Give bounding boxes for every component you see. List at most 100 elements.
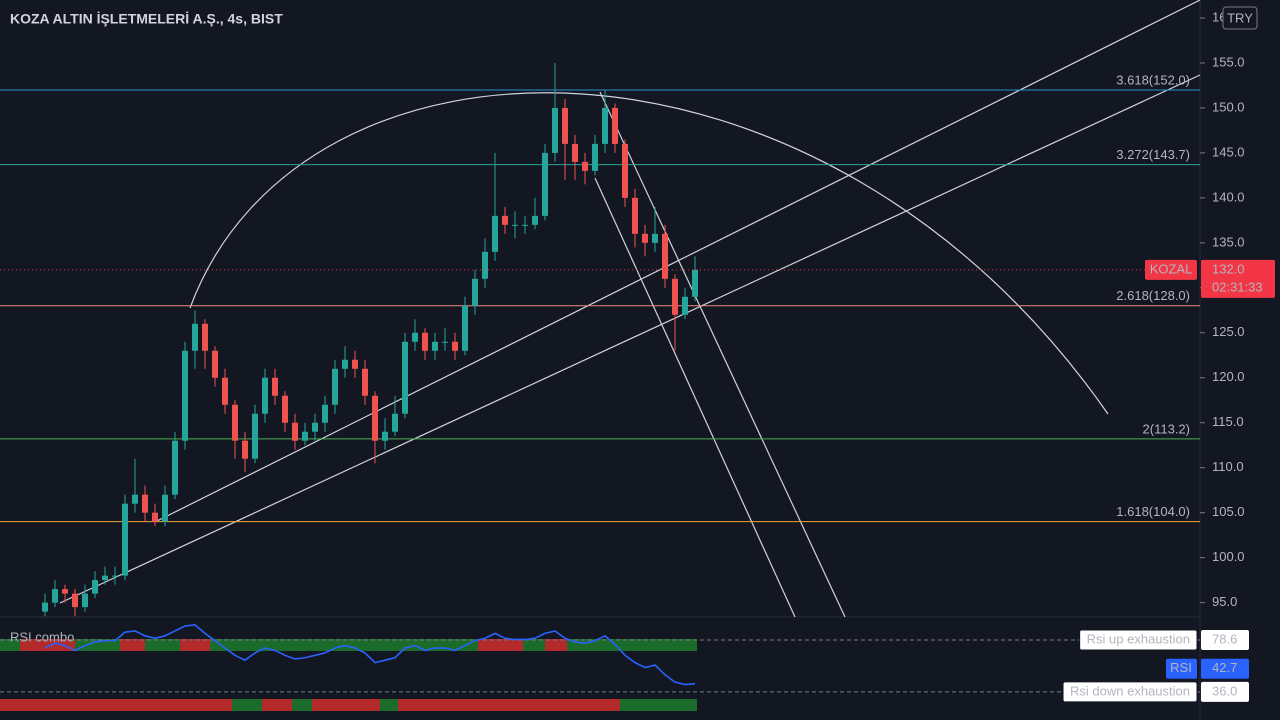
candle-body bbox=[632, 197, 638, 234]
candle-body bbox=[432, 341, 438, 351]
strip bbox=[545, 639, 567, 651]
candle-body bbox=[312, 422, 318, 432]
candle-body bbox=[282, 395, 288, 423]
series-value-badge bbox=[1201, 658, 1249, 679]
candle-body bbox=[512, 224, 518, 226]
fib-label: 1.618(104.0) bbox=[1116, 504, 1190, 519]
strip bbox=[0, 699, 697, 711]
candle-body bbox=[212, 350, 218, 378]
candle-body bbox=[62, 589, 68, 594]
countdown-label: 02:31:33 bbox=[1212, 279, 1263, 294]
candle-body bbox=[322, 404, 328, 423]
threshold-name: Rsi up exhaustion bbox=[1087, 631, 1190, 646]
indicator-title: RSI combo bbox=[10, 629, 74, 644]
strip bbox=[180, 639, 210, 651]
threshold-name-badge bbox=[1079, 629, 1198, 651]
y-tick-label: 110.0 bbox=[1212, 459, 1244, 474]
candle-body bbox=[412, 332, 418, 342]
candle-body bbox=[362, 368, 368, 396]
candle-body bbox=[592, 143, 598, 171]
candle-body bbox=[102, 575, 108, 581]
y-tick-label: 105.0 bbox=[1212, 504, 1245, 519]
strip bbox=[478, 639, 523, 651]
candle-body bbox=[42, 602, 48, 612]
candle-body bbox=[522, 224, 528, 226]
currency-label: TRY bbox=[1227, 10, 1253, 25]
candle-body bbox=[112, 575, 118, 577]
fib-label: 3.272(143.7) bbox=[1116, 147, 1190, 162]
candle-body bbox=[232, 404, 238, 441]
candle-body bbox=[222, 377, 228, 405]
candle-body bbox=[262, 377, 268, 414]
y-tick-label: 120.0 bbox=[1212, 369, 1245, 384]
candle-body bbox=[662, 233, 668, 279]
series-name-badge bbox=[1166, 658, 1197, 679]
threshold-name: Rsi down exhaustion bbox=[1070, 683, 1190, 698]
candle-body bbox=[72, 593, 78, 608]
symbol-badge bbox=[1145, 259, 1197, 280]
candle-body bbox=[502, 215, 508, 225]
strip bbox=[292, 699, 312, 711]
series-value: 42.7 bbox=[1212, 660, 1237, 675]
candle-body bbox=[182, 350, 188, 441]
fib-label: 2(113.2) bbox=[1143, 421, 1190, 436]
y-tick-label: 125.0 bbox=[1212, 324, 1245, 339]
candle-body bbox=[252, 413, 258, 459]
candle-body bbox=[572, 143, 578, 162]
candle-body bbox=[132, 494, 138, 504]
threshold-value-badge bbox=[1201, 629, 1249, 650]
trend-line bbox=[154, 0, 1201, 523]
y-tick-label: 140.0 bbox=[1212, 189, 1245, 204]
candle-body bbox=[562, 107, 568, 144]
trend-line bbox=[59, 74, 1201, 604]
candle-body bbox=[372, 395, 378, 441]
y-tick-label: 135.0 bbox=[1212, 234, 1245, 249]
candle-body bbox=[302, 431, 308, 441]
candle-body bbox=[122, 503, 128, 576]
strip bbox=[232, 699, 262, 711]
candle-body bbox=[202, 323, 208, 351]
threshold-value-badge bbox=[1201, 681, 1249, 702]
threshold-name-badge bbox=[1062, 681, 1198, 703]
y-tick-label: 150.0 bbox=[1212, 99, 1245, 114]
candle-body bbox=[622, 143, 628, 198]
symbol-label: KOZAL bbox=[1150, 261, 1193, 276]
fib-label: 2.618(128.0) bbox=[1116, 288, 1190, 303]
candle-body bbox=[332, 368, 338, 405]
rsi-state-strips bbox=[0, 639, 697, 711]
candle-body bbox=[532, 215, 538, 225]
candle-body bbox=[682, 296, 688, 315]
strip bbox=[380, 699, 398, 711]
candle-body bbox=[652, 233, 658, 243]
candle-body bbox=[422, 332, 428, 351]
candle-body bbox=[402, 341, 408, 414]
threshold-value: 36.0 bbox=[1212, 683, 1237, 698]
candle-body bbox=[552, 107, 558, 153]
y-tick-label: 95.0 bbox=[1212, 594, 1237, 609]
chart-title: KOZA ALTIN İŞLETMELERİ A.Ş., 4s, BIST bbox=[10, 11, 283, 27]
candle-body bbox=[452, 341, 458, 351]
candle-body bbox=[242, 440, 248, 459]
candle-body bbox=[82, 593, 88, 608]
candle-body bbox=[612, 107, 618, 144]
candle-body bbox=[602, 107, 608, 144]
drawings bbox=[59, 0, 1201, 618]
candle-body bbox=[272, 377, 278, 396]
candle-body bbox=[192, 323, 198, 351]
price-label: 132.0 bbox=[1212, 261, 1245, 276]
candle-body bbox=[462, 305, 468, 351]
trend-line bbox=[594, 177, 796, 618]
price-badge bbox=[1201, 259, 1275, 298]
candle-body bbox=[692, 269, 698, 297]
candle-body bbox=[342, 359, 348, 369]
candle-body bbox=[292, 422, 298, 441]
rsi-line bbox=[44, 624, 696, 686]
fib-arc bbox=[189, 92, 1109, 415]
fib-label: 3.618(152.0) bbox=[1116, 72, 1190, 87]
threshold-value: 78.6 bbox=[1212, 631, 1237, 646]
candle-body bbox=[542, 152, 548, 216]
series-name: RSI bbox=[1170, 660, 1192, 675]
strip bbox=[20, 639, 75, 651]
currency-badge bbox=[1222, 6, 1258, 30]
